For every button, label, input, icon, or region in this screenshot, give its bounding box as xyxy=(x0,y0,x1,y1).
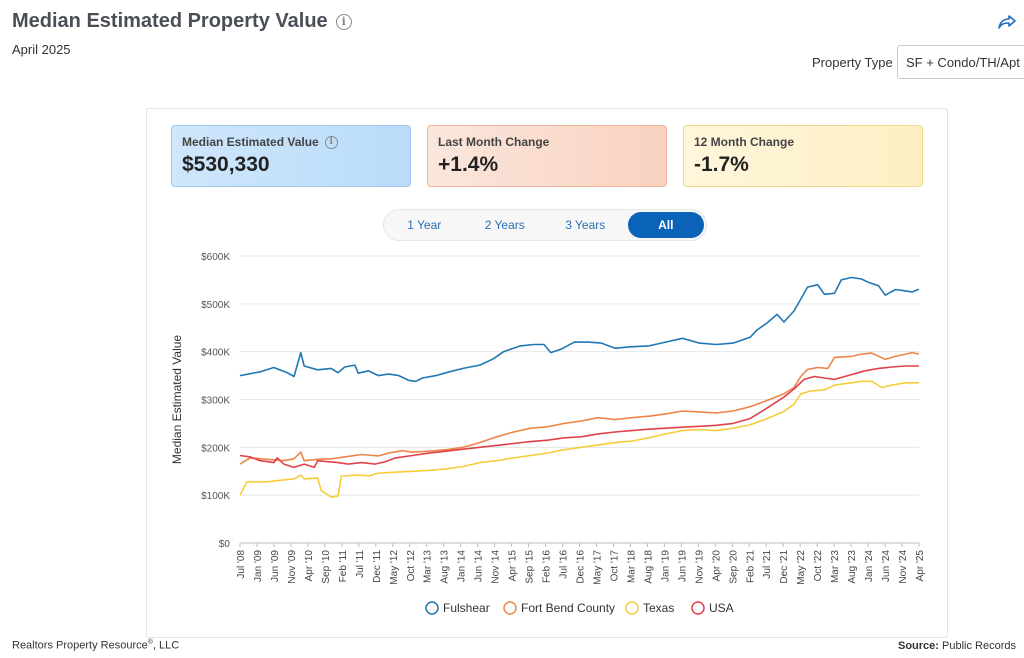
range-all-button[interactable]: All xyxy=(627,212,704,238)
range-1-year-button[interactable]: 1 Year xyxy=(407,218,442,232)
info-icon[interactable]: i xyxy=(324,135,338,149)
property-type-label: Property Type xyxy=(812,55,893,70)
source-value: Public Records xyxy=(938,640,1016,652)
stat-label: 12 Month Change xyxy=(694,135,795,149)
chart-card: Median Estimated Value i $530,330 Last M… xyxy=(146,108,948,638)
info-icon[interactable]: i xyxy=(335,13,352,30)
stat-value: +1.4% xyxy=(438,153,499,176)
property-type-select[interactable]: SF + Condo/TH/Apt xyxy=(897,45,1024,79)
stat-value: $530,330 xyxy=(182,153,270,176)
stat-label-text: Median Estimated Value xyxy=(182,135,319,149)
page-title-text: Median Estimated Property Value xyxy=(12,10,328,32)
stat-12-month-change: 12 Month Change -1.7% xyxy=(683,125,923,187)
stat-value: -1.7% xyxy=(694,153,749,176)
footer-company: Realtors Property Resource®, LLC xyxy=(12,639,179,652)
source-label: Source: xyxy=(897,640,939,652)
registered-mark: ® xyxy=(147,639,153,647)
time-range-selector: 1 Year 2 Years 3 Years All xyxy=(383,209,707,241)
stat-label: Median Estimated Value i xyxy=(182,135,400,149)
page-subtitle: April 2025 xyxy=(12,42,71,57)
company-suffix: , LLC xyxy=(152,640,180,652)
company-name: Realtors Property Resource xyxy=(12,640,148,652)
page-title: Median Estimated Property Value i xyxy=(12,10,352,33)
stat-label: Last Month Change xyxy=(438,135,550,149)
range-3-years-button[interactable]: 3 Years xyxy=(565,218,606,232)
stat-median-value: Median Estimated Value i $530,330 xyxy=(171,125,411,187)
stat-last-month-change: Last Month Change +1.4% xyxy=(427,125,667,187)
share-icon[interactable] xyxy=(998,14,1016,30)
footer-source: Source: Public Records xyxy=(898,640,1016,652)
range-2-years-button[interactable]: 2 Years xyxy=(484,218,525,232)
